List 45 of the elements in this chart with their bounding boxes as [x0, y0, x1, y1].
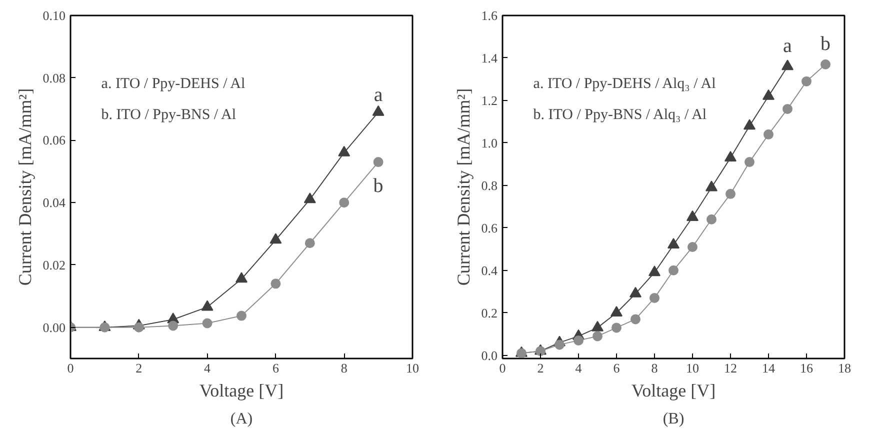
- x-tick-label: 2: [537, 360, 544, 376]
- y-tick-label: 0.8: [481, 178, 498, 193]
- annotation: b. ITO / Ppy-BNS / Al: [101, 106, 236, 123]
- annotation: a. ITO / Ppy-DEHS / Al: [101, 76, 246, 92]
- y-tick-label: 1.6: [481, 8, 498, 23]
- y-tick-label: 0.00: [42, 320, 66, 335]
- x-tick-label: 16: [800, 360, 814, 376]
- y-tick-label: 0.2: [481, 305, 498, 320]
- x-tick-label: 8: [651, 360, 658, 376]
- x-tick-label: 6: [613, 360, 620, 376]
- x-tick-label: 14: [762, 360, 776, 376]
- x-tick-label: 8: [340, 360, 348, 376]
- x-tick-label: 12: [724, 360, 737, 376]
- y-axis-title: Current Density [mA/mm²]: [14, 88, 35, 286]
- series-label: b: [820, 32, 830, 55]
- y-axis-title: Current Density [mA/mm²]: [453, 88, 474, 286]
- x-tick-label: 10: [406, 360, 419, 376]
- y-tick-label: 0.6: [481, 220, 498, 236]
- series-label: a: [374, 84, 383, 106]
- x-tick-label: 2: [136, 360, 142, 376]
- text: (A): [230, 410, 253, 428]
- x-tick-label: 4: [575, 360, 582, 376]
- y-tick-label: 0.08: [42, 70, 66, 86]
- y-tick-label: 0.04: [42, 195, 66, 210]
- y-tick-label: 0.4: [481, 262, 498, 278]
- y-tick-label: 0.0: [481, 348, 498, 363]
- annotation: a. ITO / Ppy-DEHS / Alq₃ / Al: [533, 76, 716, 92]
- x-tick-label: 0: [499, 360, 506, 376]
- x-axis-title: Voltage [V]: [199, 380, 284, 400]
- y-tick-label: 0.02: [42, 257, 66, 272]
- x-tick-label: 0: [67, 360, 74, 376]
- x-tick-label: 18: [838, 360, 851, 376]
- y-tick-label: 1.2: [481, 92, 498, 108]
- series-label: b: [373, 175, 384, 198]
- y-tick-label: 0.10: [42, 8, 66, 23]
- y-tick-label: 1.4: [481, 50, 498, 66]
- y-tick-label: 0.06: [42, 132, 66, 148]
- text: (B): [662, 410, 684, 428]
- x-tick-label: 6: [272, 360, 280, 376]
- x-tick-label: 10: [686, 360, 699, 376]
- y-tick-label: 1.0: [481, 135, 498, 150]
- series-label: a: [783, 34, 792, 57]
- x-tick-label: 4: [204, 360, 212, 376]
- annotation: b. ITO / Ppy-BNS / Alq₃ / Al: [533, 106, 707, 123]
- x-axis-title: Voltage [V]: [631, 380, 716, 400]
